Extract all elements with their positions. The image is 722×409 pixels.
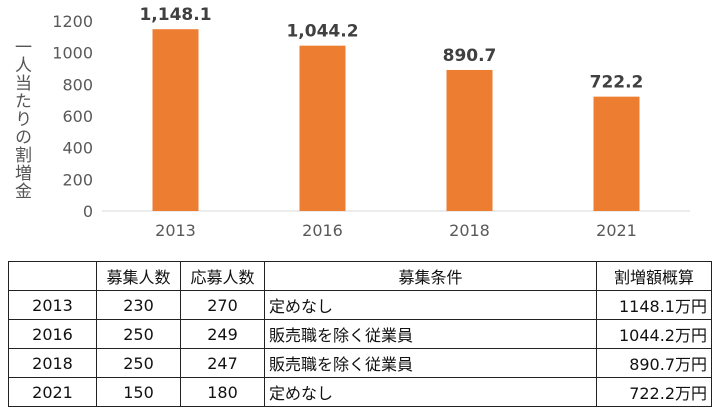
header-recruit-count: 募集人数 [96,261,181,291]
cell-premium: 1044.2万円 [596,319,712,349]
y-tick-label: 600 [62,107,93,126]
cell-applicant-count: 249 [180,319,265,349]
y-axis-label: 一人当たりの割増金 [11,38,31,200]
data-label: 1,148.1 [139,5,211,25]
y-tick-label: 1000 [52,44,93,63]
data-label: 890.7 [443,46,497,66]
y-tick-label: 200 [62,170,93,189]
summary-table: 募集人数 応募人数 募集条件 割増額概算 2013 230 270 定めなし 1… [8,261,712,407]
x-tick-label: 2016 [302,221,343,240]
cell-year: 2021 [8,377,97,407]
cell-applicant-count: 247 [180,348,265,378]
cell-applicant-count: 270 [180,290,265,320]
cell-year: 2018 [8,348,97,378]
cell-year: 2013 [8,290,97,320]
table-header-row: 募集人数 応募人数 募集条件 割増額概算 [8,261,712,291]
cell-recruit-count: 250 [96,348,181,378]
y-tick-label: 400 [62,139,93,158]
header-applicant-count: 応募人数 [180,261,265,291]
table-row: 2021 150 180 定めなし 722.2万円 [8,377,712,407]
bar [152,29,199,212]
table-row: 2018 250 247 販売職を除く従業員 890.7万円 [8,348,712,378]
y-tick-label: 0 [83,202,93,221]
bar [446,69,493,211]
x-tick-label: 2013 [155,221,196,240]
cell-premium: 890.7万円 [596,348,712,378]
cell-recruit-count: 250 [96,319,181,349]
cell-conditions: 販売職を除く従業員 [264,319,597,349]
data-label: 1,044.2 [286,22,358,42]
y-tick-label: 800 [62,75,93,94]
y-tick-label: 1200 [52,12,93,31]
cell-conditions: 定めなし [264,290,597,320]
cell-premium: 722.2万円 [596,377,712,407]
header-year [8,261,97,291]
x-tick-label: 2021 [596,221,637,240]
cell-premium: 1148.1万円 [596,290,712,320]
header-conditions: 募集条件 [264,261,597,291]
bar [593,96,640,211]
cell-conditions: 定めなし [264,377,597,407]
bar [299,45,346,211]
table-row: 2013 230 270 定めなし 1148.1万円 [8,290,712,320]
cell-recruit-count: 230 [96,290,181,320]
data-label: 722.2 [590,73,644,93]
table-row: 2016 250 249 販売職を除く従業員 1044.2万円 [8,319,712,349]
cell-applicant-count: 180 [180,377,265,407]
header-premium: 割増額概算 [596,261,712,291]
cell-year: 2016 [8,319,97,349]
cell-conditions: 販売職を除く従業員 [264,348,597,378]
x-tick-label: 2018 [449,221,490,240]
cell-recruit-count: 150 [96,377,181,407]
bar-chart: 0 200 400 600 800 1000 1200 1,148.1 2013 1,044.2 2… [52,5,690,240]
